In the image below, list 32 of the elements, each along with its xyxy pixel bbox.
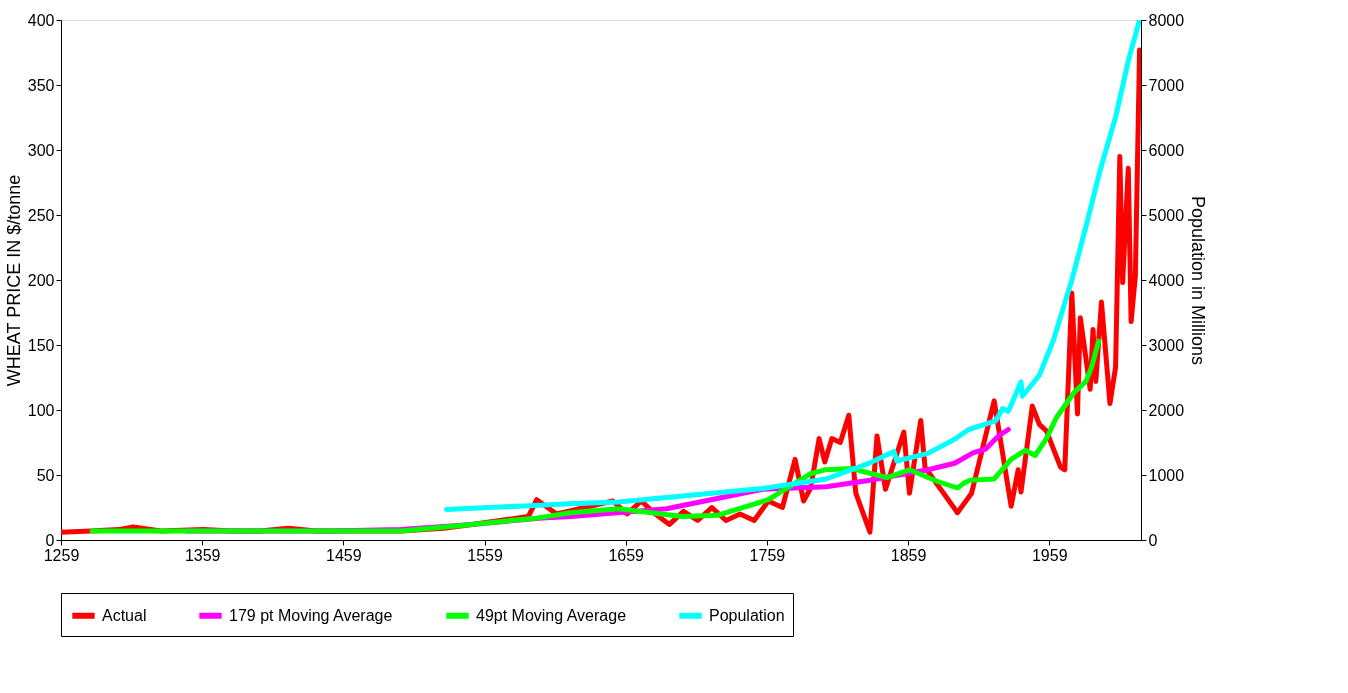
x-tick-label: 1659 — [608, 546, 645, 564]
y-tick-label: 100 — [27, 401, 55, 419]
x-tick-label: 1259 — [43, 546, 80, 564]
y-tick-label: 50 — [36, 466, 55, 484]
y2-tick-label: 3000 — [1148, 336, 1185, 354]
y-tick-label: 300 — [27, 141, 55, 159]
y2-axis-title: Population in Millions — [1188, 195, 1209, 366]
y2-tick-label: 0 — [1148, 531, 1158, 549]
y2-tick-label: 7000 — [1148, 76, 1185, 94]
legend-label: 179 pt Moving Average — [229, 606, 393, 624]
x-tick-label: 1859 — [890, 546, 927, 564]
y2-tick-label: 8000 — [1148, 11, 1185, 29]
x-tick-label: 1759 — [749, 546, 786, 564]
x-tick-label: 1459 — [326, 546, 362, 564]
legend-label: Actual — [102, 606, 147, 624]
y2-tick-label: 6000 — [1148, 141, 1185, 159]
x-tick-label: 1359 — [184, 546, 221, 564]
y-axis-title: WHEAT PRICE IN $/tonne — [3, 174, 24, 387]
y-tick-label: 400 — [27, 11, 55, 29]
y2-tick-label: 2000 — [1148, 401, 1185, 419]
y-tick-label: 250 — [27, 206, 55, 224]
y2-tick-label: 1000 — [1148, 466, 1185, 484]
legend-label: Population — [709, 606, 785, 624]
y-tick-label: 350 — [27, 76, 55, 94]
legend-label: 49pt Moving Average — [476, 606, 627, 624]
y-tick-label: 0 — [45, 531, 55, 549]
x-tick-label: 1959 — [1031, 546, 1068, 564]
x-tick-label: 1559 — [467, 546, 503, 564]
y-tick-label: 200 — [27, 271, 55, 289]
y-tick-label: 150 — [27, 336, 55, 354]
y2-tick-label: 4000 — [1148, 271, 1185, 289]
y2-tick-label: 5000 — [1148, 206, 1185, 224]
